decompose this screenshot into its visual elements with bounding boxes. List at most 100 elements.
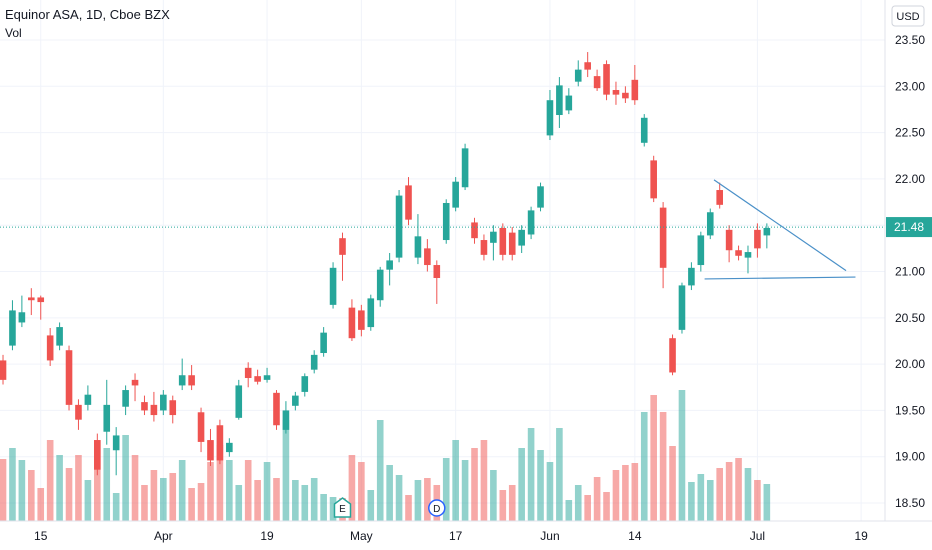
candle-body bbox=[574, 69, 582, 82]
volume-bar bbox=[178, 460, 186, 521]
volume-bar bbox=[282, 420, 290, 521]
candle-body bbox=[584, 62, 591, 70]
candle-body bbox=[292, 395, 299, 406]
volume-bar bbox=[188, 488, 195, 521]
volume-bar bbox=[84, 480, 92, 521]
candle-body bbox=[669, 338, 676, 373]
volume-bar bbox=[263, 462, 271, 521]
candle-body bbox=[263, 375, 271, 380]
y-tick-label: 19.00 bbox=[895, 450, 925, 464]
candle-body bbox=[46, 335, 54, 361]
volume-bar bbox=[688, 482, 695, 521]
candle-body bbox=[37, 297, 45, 303]
candle-body bbox=[329, 267, 337, 305]
candle-body bbox=[631, 79, 639, 101]
candle-body bbox=[310, 354, 318, 370]
volume-bar bbox=[150, 470, 158, 521]
candle-body bbox=[188, 375, 195, 386]
candle-body bbox=[65, 350, 73, 405]
currency[interactable]: USD bbox=[896, 11, 919, 23]
volume-bar bbox=[593, 477, 601, 521]
volume-bar bbox=[471, 448, 478, 521]
candle-body bbox=[546, 100, 554, 136]
volume-bar bbox=[405, 495, 412, 521]
volume-bar bbox=[348, 455, 356, 521]
candle-body bbox=[754, 229, 761, 249]
volume-bar bbox=[546, 462, 554, 521]
x-tick-label: May bbox=[350, 529, 373, 543]
volume-bar bbox=[28, 470, 35, 521]
volume-bar bbox=[650, 395, 657, 521]
volume-bar bbox=[122, 435, 129, 521]
candle-body bbox=[499, 227, 507, 255]
candle-body bbox=[244, 367, 252, 379]
volume-bar bbox=[716, 468, 723, 521]
candle-body bbox=[650, 160, 657, 199]
y-tick-label: 23.50 bbox=[895, 33, 925, 47]
candle-body bbox=[688, 267, 695, 286]
volume-bar bbox=[631, 463, 639, 521]
chart-title: Equinor ASA, 1D, Cboe BZX bbox=[5, 7, 170, 22]
candle-body bbox=[339, 238, 346, 255]
volume-bar bbox=[537, 450, 544, 521]
y-tick-label: 22.50 bbox=[895, 126, 925, 140]
volume-bar bbox=[518, 448, 525, 521]
candle-body bbox=[565, 95, 573, 111]
candle-body bbox=[18, 312, 26, 323]
volume-bar bbox=[112, 493, 120, 521]
volume-bar bbox=[103, 448, 111, 521]
volume-bar bbox=[216, 445, 224, 521]
candle-body bbox=[301, 376, 309, 392]
volume-bar bbox=[160, 478, 167, 521]
candle-body bbox=[603, 64, 610, 95]
candle-body bbox=[471, 222, 478, 239]
candle-body bbox=[9, 310, 16, 346]
y-tick-label: 18.50 bbox=[895, 496, 925, 510]
volume-bar bbox=[640, 412, 648, 521]
volume-bar bbox=[678, 390, 686, 521]
volume-bar bbox=[301, 485, 309, 521]
volume-bar bbox=[75, 455, 82, 521]
candle-body bbox=[376, 269, 384, 301]
candle-body bbox=[169, 400, 177, 416]
candle-body bbox=[697, 235, 705, 266]
candle-body bbox=[254, 376, 261, 382]
y-tick-label: 20.50 bbox=[895, 311, 925, 325]
candle-body bbox=[75, 404, 82, 420]
trendline bbox=[704, 276, 856, 280]
candle-body bbox=[348, 307, 356, 339]
volume-bar bbox=[622, 465, 629, 521]
volume-bar bbox=[56, 455, 63, 521]
volume-bar bbox=[141, 485, 148, 521]
candle-body bbox=[556, 85, 563, 116]
candle-body bbox=[112, 435, 120, 451]
candle-body bbox=[235, 385, 243, 418]
volume-bar bbox=[367, 490, 375, 521]
volume-bar bbox=[414, 480, 422, 521]
x-tick-label: 19 bbox=[854, 529, 868, 543]
volume-bar bbox=[226, 460, 233, 521]
volume-bar bbox=[207, 462, 214, 521]
candle-body bbox=[659, 207, 667, 268]
volume-bar bbox=[669, 446, 676, 521]
volume-bar bbox=[235, 485, 243, 521]
x-tick-label: Jul bbox=[750, 529, 765, 543]
volume-bar bbox=[320, 494, 327, 521]
candle-body bbox=[28, 297, 35, 301]
volume-bar bbox=[499, 490, 507, 521]
volume-bar bbox=[386, 465, 393, 521]
candle-body bbox=[433, 265, 441, 279]
volume-label: Vol bbox=[5, 26, 22, 40]
volume-bar bbox=[527, 428, 535, 521]
candle-body bbox=[527, 210, 535, 235]
currency-box[interactable] bbox=[891, 5, 925, 27]
x-tick-label: 14 bbox=[628, 529, 642, 543]
candle-body bbox=[216, 425, 224, 461]
volume-bar bbox=[584, 495, 591, 521]
volume-bar bbox=[735, 458, 742, 521]
volume-bar bbox=[659, 412, 667, 521]
candle-body bbox=[461, 148, 469, 188]
volume-bar bbox=[744, 468, 752, 521]
